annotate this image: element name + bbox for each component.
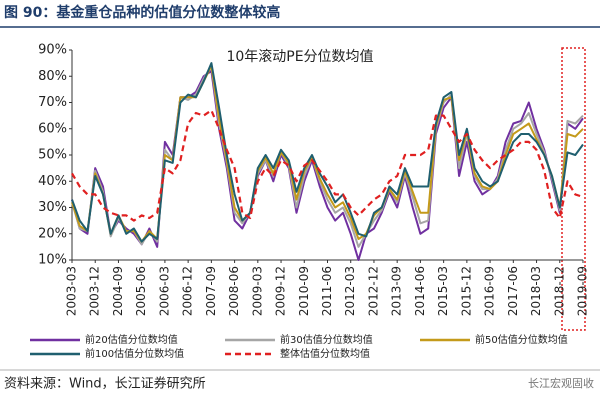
- x-tick-label: 2018-03: [529, 266, 543, 316]
- series-line: [71, 109, 584, 222]
- x-tick-label: 2005-06: [134, 266, 148, 316]
- x-tick-label: 2006-12: [181, 266, 195, 316]
- y-tick-label: 10%: [38, 253, 67, 268]
- y-tick-label: 70%: [38, 95, 67, 110]
- legend-label: 整体估值分位数均值: [280, 347, 370, 360]
- legend-label: 前50估值分位数均值: [475, 333, 568, 346]
- y-tick-label: 40%: [38, 174, 67, 189]
- x-tick-label: 2015-03: [436, 266, 450, 316]
- legend-label: 前20估值分位数均值: [85, 333, 178, 346]
- legend-label: 前100估值分位数均值: [85, 347, 184, 360]
- series-line: [71, 62, 584, 243]
- series-line: [71, 64, 584, 243]
- x-tick-label: 2018-12: [552, 266, 566, 316]
- figure-title: 图 90：基金重仓品种的估值分位数整体较高: [4, 4, 280, 21]
- x-tick-label: 2003-03: [65, 266, 79, 316]
- x-tick-label: 2015-12: [459, 266, 473, 316]
- y-tick-label: 60%: [38, 121, 67, 136]
- y-tick-label: 20%: [38, 226, 67, 241]
- y-tick-label: 90%: [38, 43, 67, 58]
- y-tick-label: 30%: [38, 200, 67, 215]
- x-tick-label: 2012-03: [343, 266, 357, 316]
- chart-title: 10年滚动PE分位数均值: [226, 48, 373, 65]
- x-tick-label: 2019-09: [576, 266, 590, 316]
- x-tick-label: 2003-12: [88, 266, 102, 316]
- x-tick-label: 2007-09: [204, 266, 218, 316]
- x-tick-label: 2006-03: [157, 266, 171, 316]
- x-tick-label: 2010-09: [297, 266, 311, 316]
- x-tick-label: 2011-06: [320, 266, 334, 316]
- x-tick-label: 2004-09: [111, 266, 125, 316]
- y-tick-label: 80%: [38, 69, 67, 84]
- x-tick-label: 2016-09: [483, 266, 497, 316]
- watermark: 长江宏观固收: [528, 376, 594, 390]
- x-tick-label: 2014-06: [413, 266, 427, 316]
- x-tick-label: 2008-06: [227, 266, 241, 316]
- x-tick-label: 2009-03: [250, 266, 264, 316]
- source: 资料来源：Wind，长江证券研究所: [4, 376, 206, 392]
- x-tick-label: 2012-12: [366, 266, 380, 316]
- y-tick-label: 50%: [38, 148, 67, 163]
- x-tick-label: 2017-06: [506, 266, 520, 316]
- x-tick-label: 2013-09: [390, 266, 404, 316]
- legend-label: 前30估值分位数均值: [280, 333, 373, 346]
- x-tick-label: 2009-12: [274, 266, 288, 316]
